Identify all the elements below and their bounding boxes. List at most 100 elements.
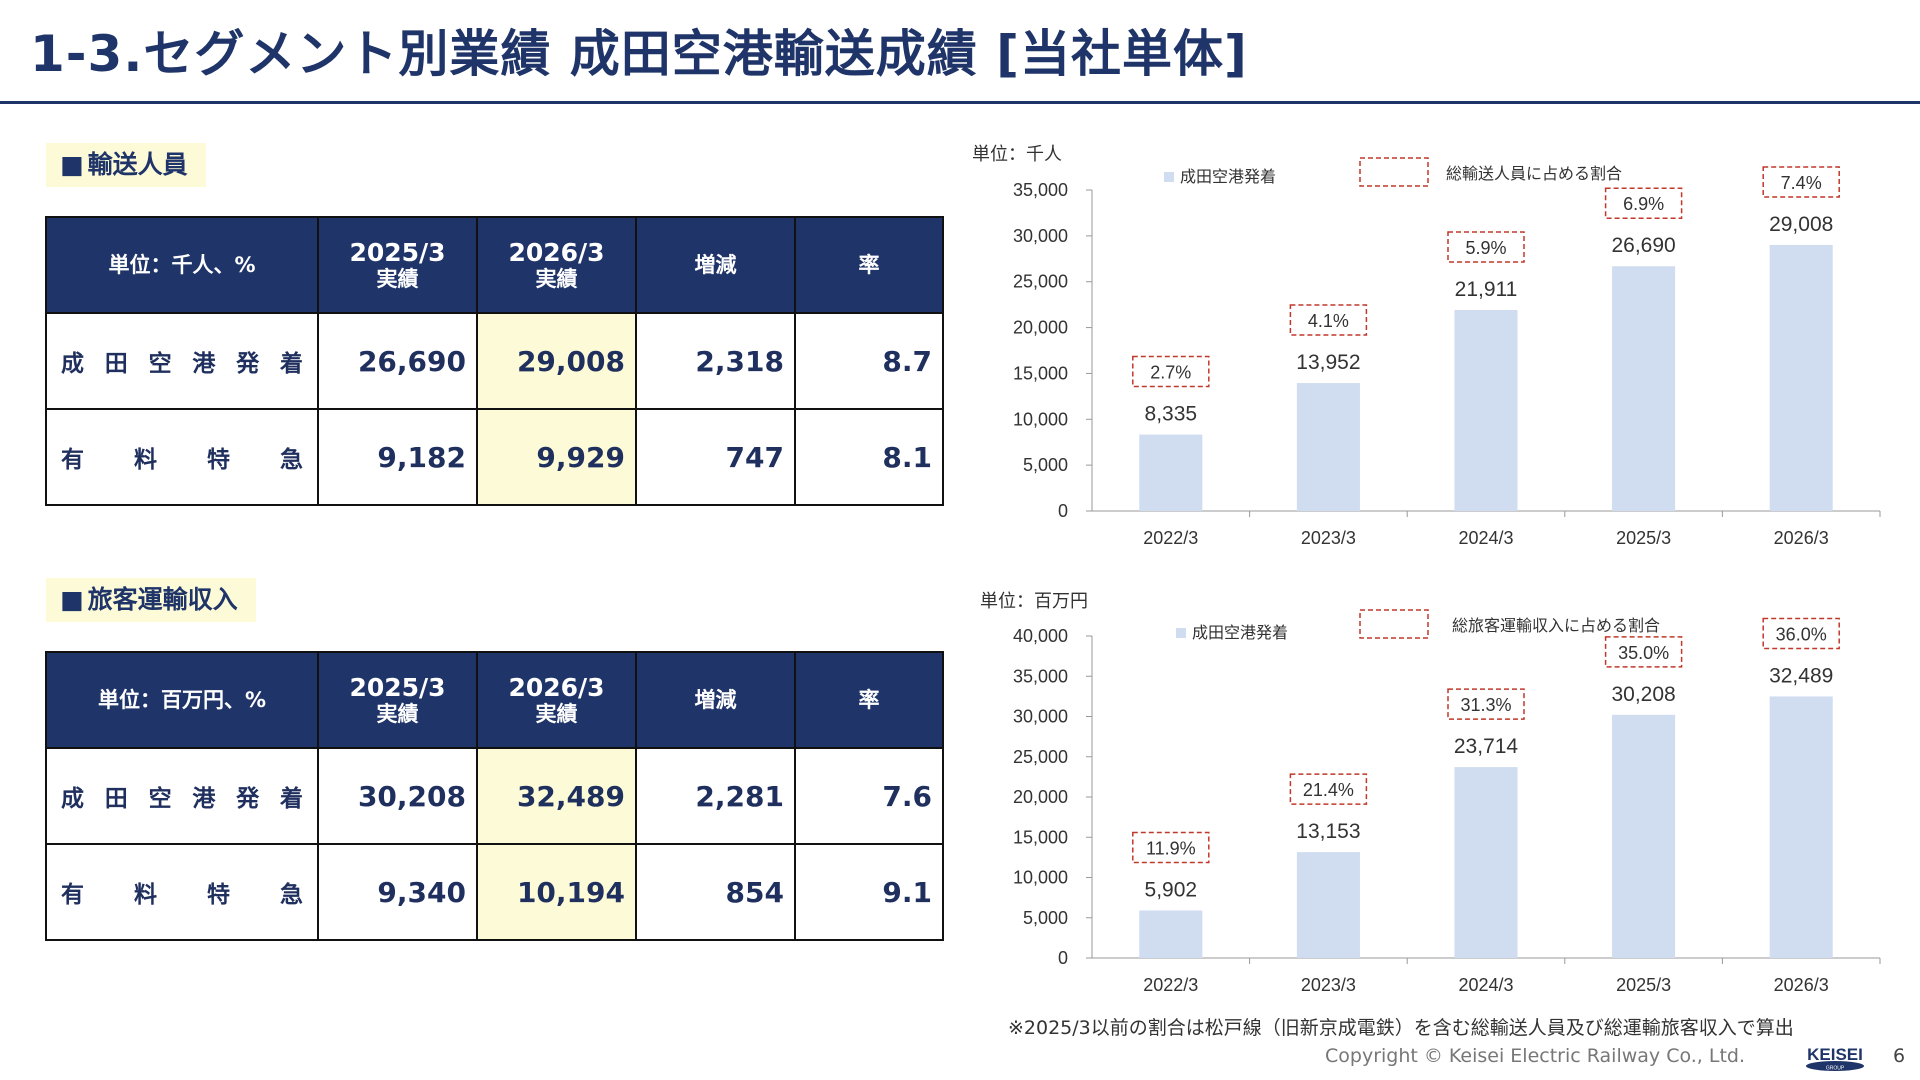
y-tick-label: 20,000 — [1013, 787, 1068, 807]
share-box — [1289, 773, 1368, 805]
x-tick-label: 2023/3 — [1301, 975, 1356, 995]
y-tick-label: 10,000 — [1013, 409, 1068, 429]
y-tick-label: 35,000 — [1013, 180, 1068, 200]
col-sub: 実績 — [376, 267, 419, 292]
bar-2024-3 — [1454, 767, 1518, 958]
share-label: 36.0% — [1776, 624, 1827, 644]
y-tick-label: 20,000 — [1013, 318, 1068, 338]
cell-2026: 29,008 — [476, 312, 637, 410]
y-tick-label: 25,000 — [1013, 272, 1068, 292]
cell-change: 2,318 — [635, 312, 796, 410]
x-tick-label: 2023/3 — [1301, 528, 1356, 548]
copyright: Copyright © Keisei Electric Railway Co.,… — [1325, 1045, 1746, 1067]
y-tick-label: 10,000 — [1013, 868, 1068, 888]
share-box — [1289, 304, 1368, 336]
bar-value-label: 13,952 — [1296, 351, 1360, 374]
x-tick-label: 2022/3 — [1143, 975, 1198, 995]
y-tick-label: 15,000 — [1013, 363, 1068, 383]
bar-2025-3 — [1612, 714, 1676, 958]
x-tick-label: 2026/3 — [1774, 528, 1829, 548]
share-label: 7.4% — [1781, 173, 1822, 193]
col-2026-header: 2026/3 実績 — [476, 651, 637, 749]
share-label: 5.9% — [1465, 238, 1506, 258]
table-unit-header: 単位：百万円、% — [45, 651, 319, 749]
table-row: 成田空港発着 30,208 32,489 2,281 7.6 — [45, 747, 944, 845]
section-label-text: 旅客運輸収入 — [87, 585, 238, 614]
share-legend-entry: 総旅客運輸収入に占める割合 — [1452, 617, 1660, 635]
y-tick-label: 0 — [1058, 948, 1068, 968]
col-sub: 実績 — [376, 702, 419, 727]
bar-value-label: 5,902 — [1145, 878, 1198, 901]
legend-swatch — [1176, 628, 1186, 638]
section-label-text: 輸送人員 — [87, 150, 188, 179]
cell-change: 854 — [635, 843, 796, 941]
bar-value-label: 23,714 — [1454, 735, 1519, 758]
cell-2026: 9,929 — [476, 408, 637, 506]
bar-value-label: 21,911 — [1455, 278, 1518, 301]
row-label: 有料特急 — [45, 408, 319, 506]
x-tick-label: 2025/3 — [1616, 528, 1671, 548]
share-label: 4.1% — [1308, 311, 1349, 331]
x-tick-label: 2024/3 — [1458, 975, 1513, 995]
x-tick-label: 2022/3 — [1143, 528, 1198, 548]
cell-2025: 9,340 — [317, 843, 478, 941]
col-sub: 実績 — [535, 702, 578, 727]
cell-rate: 8.7 — [794, 312, 944, 410]
cell-2025: 9,182 — [317, 408, 478, 506]
y-tick-label: 35,000 — [1013, 666, 1068, 686]
chart-unit-label: 単位：百万円 — [980, 591, 1088, 611]
legend-entry: 成田空港発着 — [1180, 168, 1276, 186]
revenue-table: 単位：百万円、% 2025/3 実績 2026/3 実績 増減 率 成田空港発着 3… — [45, 651, 944, 941]
y-tick-label: 0 — [1058, 501, 1068, 521]
col-rate-header: 率 — [794, 651, 944, 749]
x-tick-label: 2026/3 — [1774, 975, 1829, 995]
bar-2026-3 — [1769, 244, 1833, 511]
cell-rate: 8.1 — [794, 408, 944, 506]
x-tick-label: 2025/3 — [1616, 975, 1671, 995]
cell-2026: 10,194 — [476, 843, 637, 941]
table-header-row: 単位：百万円、% 2025/3 実績 2026/3 実績 増減 率 — [45, 651, 944, 749]
y-tick-label: 40,000 — [1013, 626, 1068, 646]
share-box — [1604, 636, 1683, 668]
bar-2023-3 — [1296, 852, 1360, 958]
table-row: 有料特急 9,182 9,929 747 8.1 — [45, 408, 944, 506]
col-year: 2026/3 — [508, 237, 605, 267]
square-bullet-icon: ■ — [60, 150, 84, 179]
bar-value-label: 29,008 — [1769, 213, 1833, 236]
col-2025-header: 2025/3 実績 — [317, 216, 478, 314]
keisei-logo: KEISEI GROUP — [1806, 1045, 1864, 1072]
square-bullet-icon: ■ — [60, 585, 84, 614]
col-year: 2026/3 — [508, 672, 605, 702]
bar-2022-3 — [1139, 910, 1203, 958]
share-label: 11.9% — [1146, 838, 1196, 858]
col-sub: 実績 — [535, 267, 578, 292]
y-tick-label: 25,000 — [1013, 747, 1068, 767]
col-year: 2025/3 — [349, 237, 446, 267]
bar-2025-3 — [1612, 266, 1676, 511]
share-box — [1132, 831, 1210, 864]
page-number: 6 — [1893, 1045, 1906, 1067]
col-2025-header: 2025/3 実績 — [317, 651, 478, 749]
section-label-passengers: ■ 輸送人員 — [46, 143, 206, 187]
bar-2026-3 — [1769, 696, 1833, 958]
table-row: 成田空港発着 26,690 29,008 2,318 8.7 — [45, 312, 944, 410]
col-change-header: 増減 — [635, 651, 796, 749]
row-label: 成田空港発着 — [45, 312, 319, 410]
title-rule — [0, 101, 1920, 104]
bar-value-label: 26,690 — [1611, 234, 1675, 257]
y-tick-label: 30,000 — [1013, 707, 1068, 727]
share-box — [1447, 688, 1525, 720]
share-label: 6.9% — [1623, 194, 1664, 214]
x-tick-label: 2024/3 — [1458, 528, 1513, 548]
cell-2026: 32,489 — [476, 747, 637, 845]
share-box — [1762, 617, 1840, 650]
footnote: ※2025/3以前の割合は松戸線（旧新京成電鉄）を含む総輸送人員及び総運輸旅客収… — [1008, 1017, 1794, 1039]
bar-2023-3 — [1296, 383, 1360, 511]
col-2026-header: 2026/3 実績 — [476, 216, 637, 314]
share-legend-box — [1359, 609, 1429, 639]
share-label: 31.3% — [1460, 695, 1511, 715]
share-box — [1132, 355, 1210, 388]
col-change-header: 増減 — [635, 216, 796, 314]
cell-2025: 26,690 — [317, 312, 478, 410]
